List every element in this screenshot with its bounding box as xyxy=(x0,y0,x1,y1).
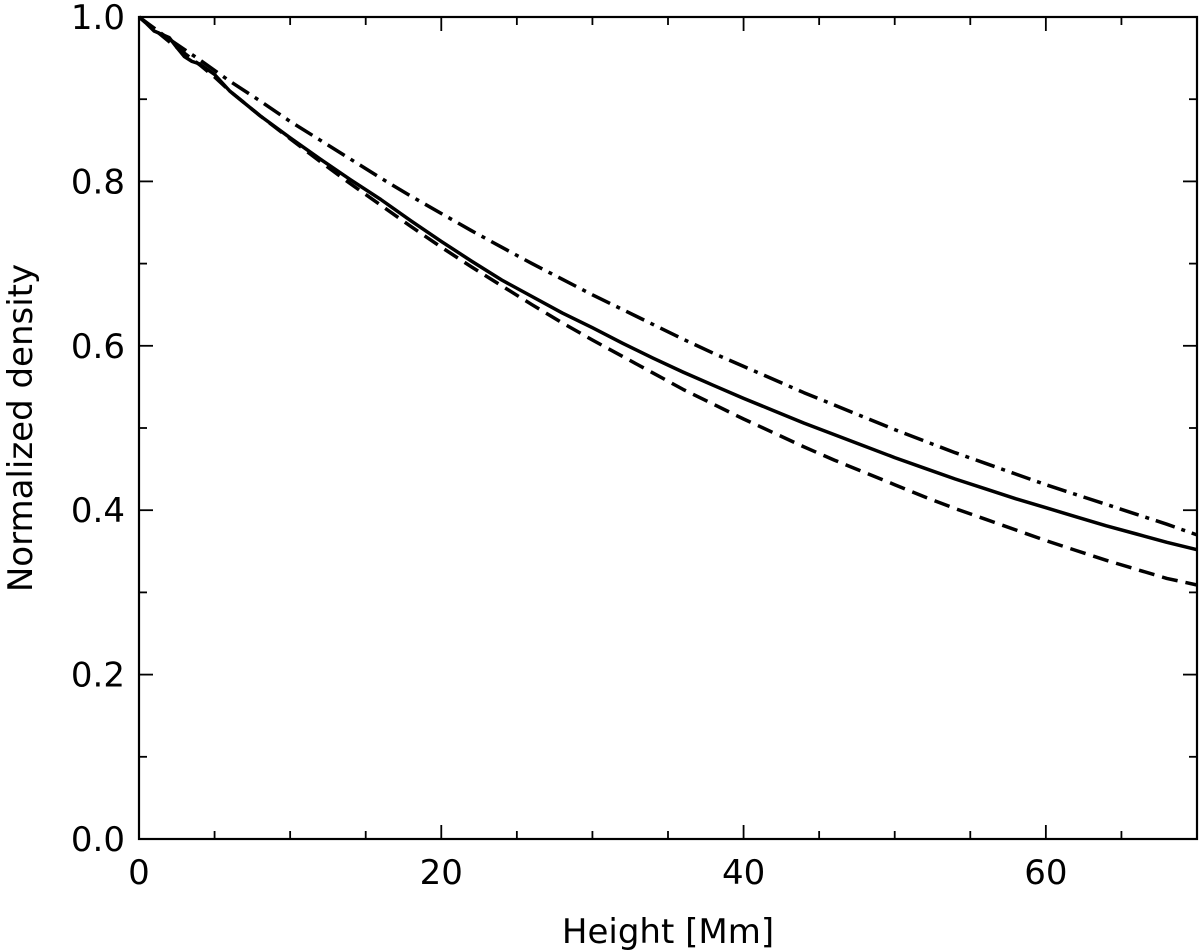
y-tick-label: 0.8 xyxy=(71,162,125,202)
x-tick-label: 0 xyxy=(128,853,150,893)
x-tick-label: 20 xyxy=(420,853,463,893)
series-line-solid xyxy=(137,15,1198,552)
x-axis-label: Height [Mm] xyxy=(562,912,774,952)
x-tick-label: 60 xyxy=(1024,853,1067,893)
axis-ticks xyxy=(138,16,1197,840)
plot-frame xyxy=(137,15,1199,841)
series-line-dashed xyxy=(137,15,1198,587)
y-tick-label: 1.0 xyxy=(71,0,125,38)
tick-labels: 0 20 40 60 0.0 0.2 0.4 0.6 0.8 1.0 xyxy=(71,0,1068,893)
x-tick-label: 40 xyxy=(722,853,765,893)
y-tick-label: 0.2 xyxy=(71,656,125,696)
y-axis-label: Normalized density xyxy=(1,264,41,592)
plot-lines xyxy=(137,15,1198,587)
y-tick-label: 0.6 xyxy=(71,327,125,367)
series-line-dashdot xyxy=(137,15,1198,537)
y-tick-label: 0.4 xyxy=(71,491,125,531)
y-tick-label: 0.0 xyxy=(71,820,125,860)
